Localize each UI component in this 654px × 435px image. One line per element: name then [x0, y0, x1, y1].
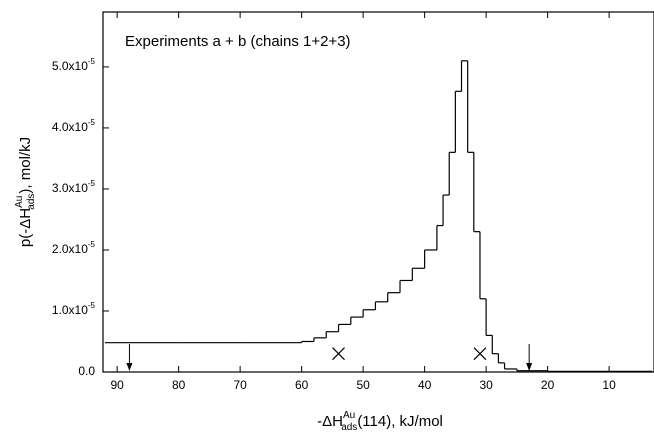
y-tick-label: 2.0x10-5: [52, 240, 96, 256]
x-axis-label: -ΔHAu ads(114), kJ/mol: [317, 410, 443, 433]
y-axis-label-sub: ads: [26, 194, 37, 210]
x-axis-label-pre: -ΔH: [317, 413, 343, 430]
annotation: Experiments a + b (chains 1+2+3): [125, 33, 351, 50]
x-tick-label: 70: [233, 378, 247, 392]
y-axis-label-pre: p(-ΔH: [17, 208, 34, 247]
y-tick-label: 4.0x10-5: [52, 118, 96, 134]
x-tick-label: 30: [479, 378, 493, 392]
x-axis-label-sub: ads: [341, 422, 357, 433]
y-tick-label: 3.0x10-5: [52, 179, 96, 195]
cross-marker: [473, 347, 487, 361]
x-axis-label-sup: Au: [343, 410, 355, 421]
x-tick-label: 40: [418, 378, 432, 392]
y-tick-label: 0.0: [78, 364, 95, 378]
y-axis-label-sup: Au: [14, 196, 25, 208]
y-tick-label: 5.0x10-5: [52, 57, 96, 73]
x-tick-label: 90: [110, 378, 124, 392]
plot-frame: [102, 11, 654, 373]
series: [104, 60, 653, 372]
y-axis-label: p(-ΔHAuads), mol/kJ: [14, 137, 37, 247]
y-tick-label: 1.0x10-5: [52, 301, 96, 317]
arrow-head: [526, 363, 533, 371]
x-tick-label: 60: [295, 378, 309, 392]
x-axis-label-post: (114), kJ/mol: [357, 413, 443, 430]
x-tick-label: 50: [356, 378, 370, 392]
x-tick-label: 20: [541, 378, 555, 392]
x-tick-label: 10: [602, 378, 616, 392]
cross-marker: [332, 347, 345, 361]
y-axis-label-post: ), mol/kJ: [17, 137, 34, 194]
arrow-head: [126, 363, 133, 371]
x-tick-label: 80: [172, 378, 186, 392]
